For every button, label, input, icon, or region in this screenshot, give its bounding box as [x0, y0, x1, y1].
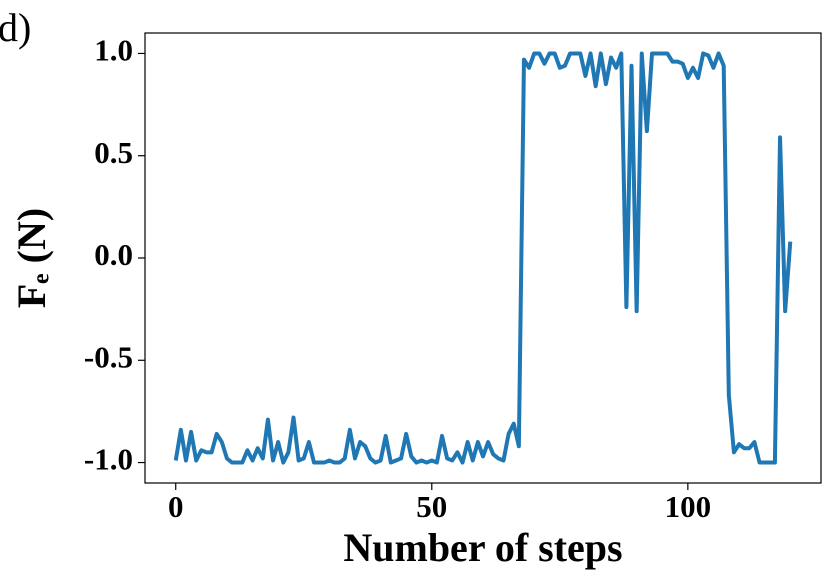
y-tick-label: 0.0 [94, 237, 133, 272]
y-tick-label: -1.0 [84, 442, 133, 477]
y-axis-label: Fₑ (N) [9, 208, 54, 308]
plot-frame [144, 32, 822, 484]
y-tick-label: 0.5 [94, 135, 133, 170]
chart-title: d) [0, 5, 31, 50]
x-tick-label: 100 [665, 489, 712, 524]
y-tick-label: -0.5 [84, 339, 133, 374]
y-tick-label: 1.0 [94, 33, 133, 68]
data-line [173, 51, 793, 465]
x-tick-label: 0 [168, 489, 184, 524]
x-tick-label: 50 [416, 489, 447, 524]
x-axis-label: Number of steps [343, 525, 622, 570]
